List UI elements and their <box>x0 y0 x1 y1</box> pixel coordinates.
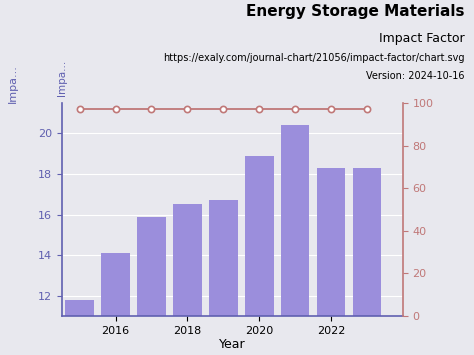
Bar <box>281 125 310 355</box>
Bar <box>137 217 166 355</box>
Bar <box>173 204 202 355</box>
Text: Energy Storage Materials: Energy Storage Materials <box>246 4 465 18</box>
Bar <box>101 253 130 355</box>
Bar <box>209 200 237 355</box>
Bar <box>353 168 382 355</box>
Bar <box>65 300 94 355</box>
Bar <box>245 156 273 355</box>
Text: Impact Factor: Impact Factor <box>379 32 465 45</box>
Text: https://exaly.com/journal-chart/21056/impact-factor/chart.svg: https://exaly.com/journal-chart/21056/im… <box>163 53 465 63</box>
X-axis label: Year: Year <box>219 338 246 351</box>
Text: Version: 2024-10-16: Version: 2024-10-16 <box>366 71 465 81</box>
Text: Impa...: Impa... <box>8 64 18 103</box>
Text: Impa...: Impa... <box>56 60 67 96</box>
Bar <box>317 168 346 355</box>
